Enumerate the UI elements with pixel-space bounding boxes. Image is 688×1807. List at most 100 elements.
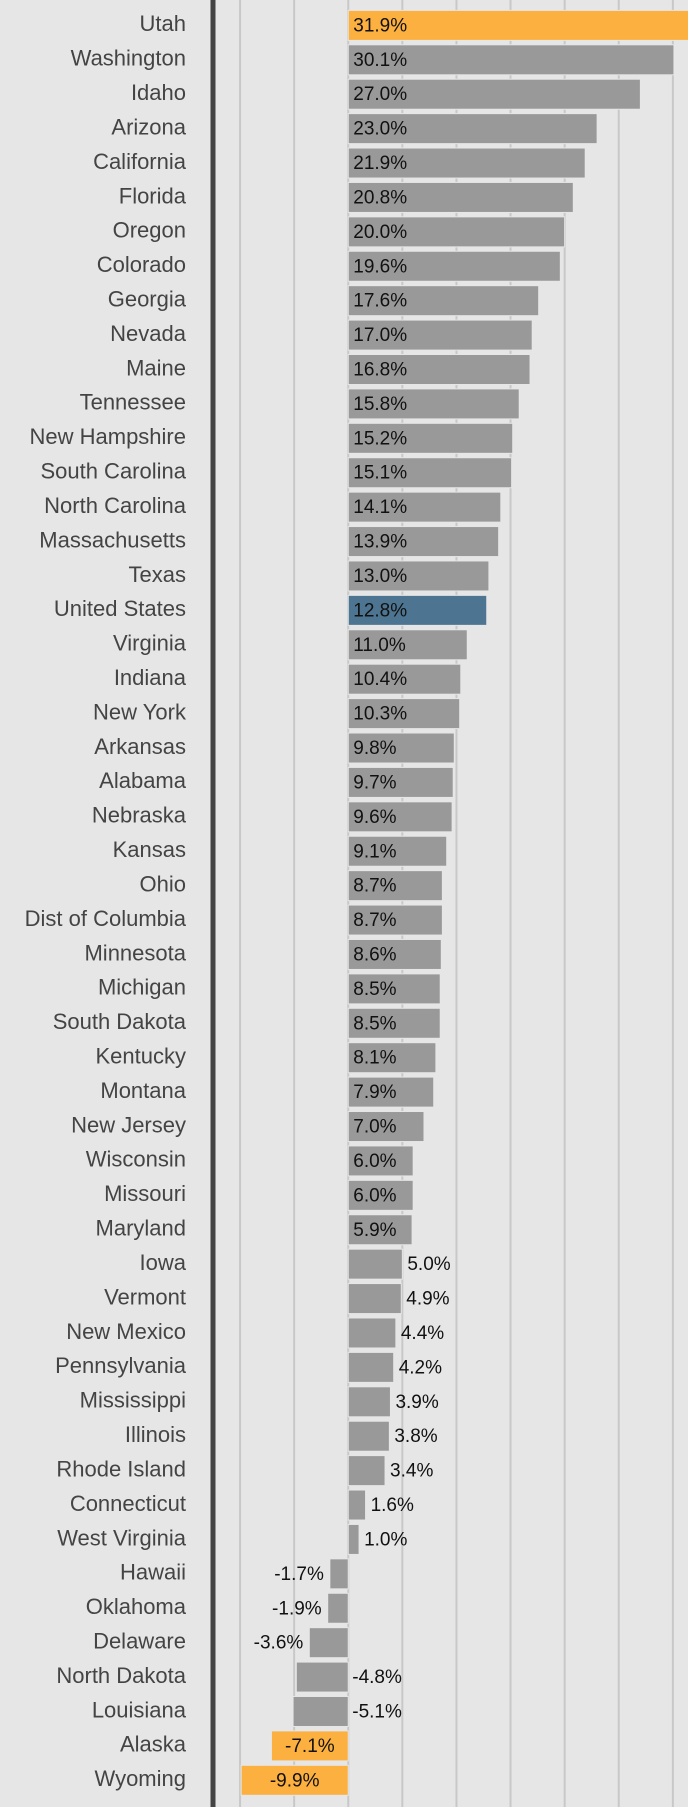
category-label: Arkansas <box>94 734 186 759</box>
value-label: 4.9% <box>406 1289 449 1310</box>
category-label: New Hampshire <box>30 424 187 449</box>
value-label: -1.7% <box>274 1564 324 1585</box>
category-label: Massachusetts <box>39 527 186 552</box>
category-label: Virginia <box>113 631 187 656</box>
bar <box>295 1661 349 1693</box>
bar <box>347 9 688 41</box>
value-label: -4.8% <box>352 1667 402 1688</box>
category-label: West Virginia <box>57 1525 187 1550</box>
category-label: Nebraska <box>92 803 187 828</box>
bar <box>347 1523 360 1555</box>
bar <box>347 938 442 970</box>
bar <box>347 1042 437 1074</box>
value-label: 13.9% <box>353 532 407 553</box>
category-label: Dist of Columbia <box>25 906 187 931</box>
value-label: 9.1% <box>353 841 396 862</box>
category-label: South Dakota <box>53 1009 187 1034</box>
value-label: 7.9% <box>353 1082 396 1103</box>
bar <box>347 1489 367 1521</box>
value-label: 30.1% <box>353 50 407 71</box>
category-label: Louisiana <box>92 1697 187 1722</box>
value-label: 9.8% <box>353 738 396 759</box>
value-label: 11.0% <box>353 635 406 656</box>
bar <box>347 457 513 489</box>
value-label: 8.7% <box>353 910 396 931</box>
value-label: 6.0% <box>353 1185 396 1206</box>
value-label: 8.1% <box>353 1048 396 1069</box>
category-label: Arizona <box>111 114 186 139</box>
bar <box>329 1558 349 1590</box>
category-label: Missouri <box>104 1181 186 1206</box>
value-label: 10.4% <box>353 669 407 690</box>
category-label: United States <box>54 596 186 621</box>
value-label: 4.2% <box>399 1357 442 1378</box>
category-label: New Mexico <box>66 1319 186 1344</box>
value-label: 8.5% <box>353 1013 396 1034</box>
bar <box>347 147 586 179</box>
bar <box>347 250 561 282</box>
bar <box>347 216 566 248</box>
bar <box>347 560 490 592</box>
bar <box>347 629 468 661</box>
category-label: Georgia <box>108 286 187 311</box>
value-label: 15.1% <box>353 463 407 484</box>
category-label: Ohio <box>140 871 186 896</box>
value-label: 10.3% <box>353 704 407 725</box>
value-label: 5.0% <box>407 1254 450 1275</box>
category-label: Pennsylvania <box>55 1353 187 1378</box>
bar <box>327 1592 349 1624</box>
category-label: Kentucky <box>96 1044 187 1069</box>
category-label: Alaska <box>120 1732 187 1757</box>
bar <box>347 1179 414 1211</box>
bar <box>347 44 675 76</box>
category-label: Mississippi <box>80 1388 186 1413</box>
value-label: 6.0% <box>353 1151 396 1172</box>
value-label: 13.0% <box>353 566 407 587</box>
bar <box>347 732 455 764</box>
value-label: 14.1% <box>353 497 407 518</box>
category-label: Delaware <box>93 1628 186 1653</box>
bar <box>240 1764 349 1796</box>
bar <box>347 766 454 798</box>
value-label: 19.6% <box>353 256 407 277</box>
value-label: 20.8% <box>353 187 407 208</box>
bar <box>347 594 488 626</box>
bar <box>347 698 461 730</box>
category-label: Iowa <box>140 1250 187 1275</box>
category-label: Minnesota <box>84 940 186 965</box>
bar <box>347 973 441 1005</box>
value-label: -7.1% <box>285 1736 335 1757</box>
value-label: 7.0% <box>353 1117 396 1138</box>
value-label: -3.6% <box>254 1633 304 1654</box>
category-label: Indiana <box>114 665 187 690</box>
category-label: Montana <box>100 1078 186 1103</box>
value-label: 5.9% <box>353 1220 396 1241</box>
bar <box>347 113 598 145</box>
bar <box>347 1111 425 1143</box>
value-label: 15.2% <box>353 428 407 449</box>
value-label: 8.6% <box>353 944 396 965</box>
value-label: 1.0% <box>364 1529 407 1550</box>
value-label: -9.9% <box>270 1770 320 1791</box>
category-label: Texas <box>129 562 186 587</box>
category-label: Utah <box>140 11 186 36</box>
value-label: -1.9% <box>272 1598 322 1619</box>
bar <box>347 904 443 936</box>
category-label: Oregon <box>113 218 186 243</box>
bar <box>347 1076 435 1108</box>
bar <box>347 1386 391 1418</box>
bar <box>347 285 540 317</box>
value-label: 17.6% <box>353 291 407 312</box>
value-label: 27.0% <box>353 84 407 105</box>
category-label: Michigan <box>98 975 186 1000</box>
category-label: New Jersey <box>71 1112 186 1137</box>
bar <box>347 422 514 454</box>
bar <box>347 526 500 558</box>
category-label: Tennessee <box>80 390 186 415</box>
category-label: Florida <box>119 183 187 208</box>
category-label: Maryland <box>96 1216 186 1241</box>
category-label: Colorado <box>97 252 186 277</box>
category-label: California <box>93 149 187 174</box>
